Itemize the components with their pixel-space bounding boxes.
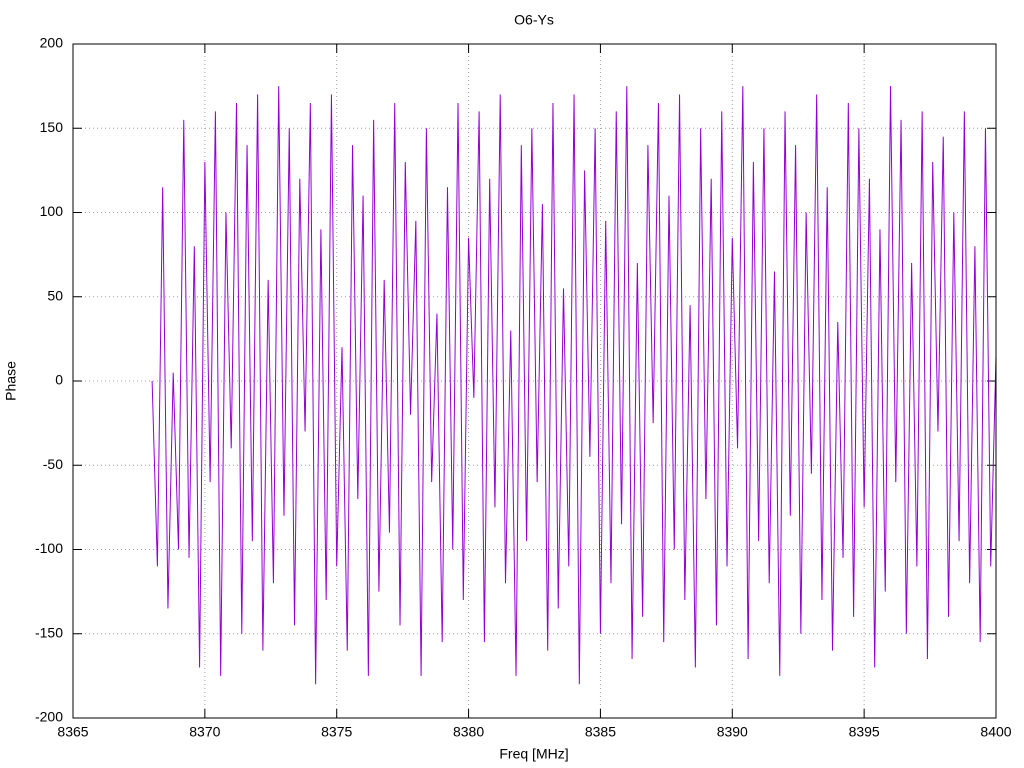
plot-border (72, 43, 997, 719)
x-tick-label: 8370 (189, 724, 220, 740)
y-tick-label: -200 (35, 709, 63, 725)
y-tick-label: 0 (55, 372, 63, 388)
x-tick-label: 8400 (980, 724, 1011, 740)
y-tick-label: 200 (40, 35, 64, 51)
y-tick-label: -150 (35, 624, 63, 640)
y-axis-label: Phase (3, 361, 19, 401)
x-tick-label: 8395 (849, 724, 880, 740)
y-tick-label: 50 (47, 287, 63, 303)
y-tick-label: 100 (40, 203, 64, 219)
chart-title: O6-Ys (514, 12, 554, 28)
x-tick-label: 8390 (717, 724, 748, 740)
x-tick-label: 8380 (453, 724, 484, 740)
x-tick-label: 8385 (585, 724, 616, 740)
data-line (151, 86, 997, 685)
y-tick-label: -50 (43, 456, 63, 472)
x-axis-label: Freq [MHz] (499, 746, 568, 762)
x-tick-label: 8365 (57, 724, 88, 740)
x-tick-label: 8375 (321, 724, 352, 740)
y-tick-label: -100 (35, 540, 63, 556)
y-tick-label: 150 (40, 119, 64, 135)
